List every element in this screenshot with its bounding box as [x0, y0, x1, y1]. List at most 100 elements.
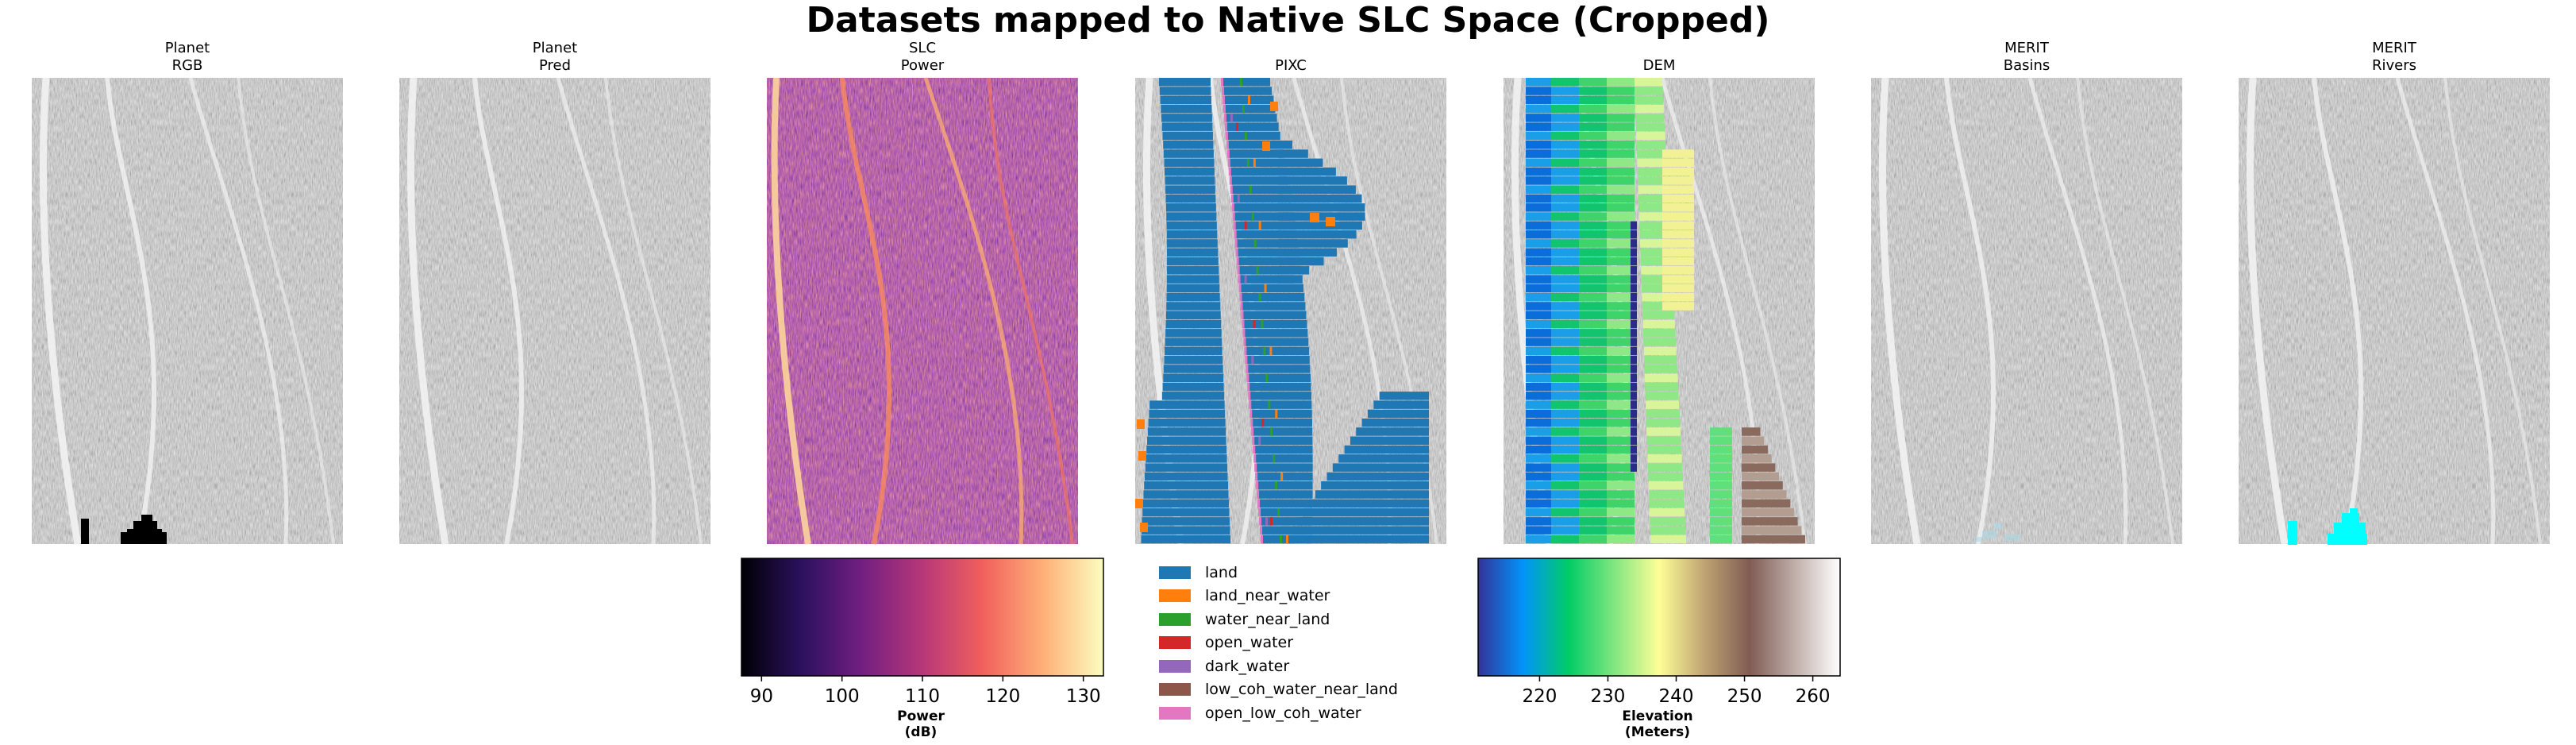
pixc-land: [1231, 185, 1290, 194]
dem-high-cell: [1742, 535, 1805, 544]
power-label-line1: Power: [897, 708, 945, 724]
dem-high-cell: [1742, 490, 1787, 499]
dem-cell: [1607, 418, 1635, 427]
dem-cell: [1526, 311, 1551, 319]
pixc-water-near-land: [1251, 212, 1254, 221]
dem-cell: [1551, 445, 1579, 454]
dem-cell: [1551, 355, 1579, 365]
pixc-open-low-coh-water: [1232, 212, 1235, 221]
pixc-land: [1367, 409, 1429, 419]
pixc-land: [1141, 535, 1230, 544]
pixc-land: [1166, 212, 1217, 221]
pixc-open-water: [1235, 122, 1238, 131]
figure-title: Datasets mapped to Native SLC Space (Cro…: [806, 0, 1770, 41]
pixc-land: [1225, 114, 1277, 122]
dem-cell: [1642, 292, 1674, 302]
sar-channel-streak: [1708, 77, 1807, 545]
pixc-land: [1278, 158, 1323, 168]
dem-low-cell: [1631, 302, 1637, 311]
sar-channel-streak: [1878, 77, 1921, 545]
dem-cell: [1650, 535, 1686, 544]
dem-cell: [1607, 131, 1635, 141]
pixc-open-low-coh-water: [1238, 284, 1242, 293]
pixc-land: [1166, 302, 1221, 311]
dem-cell: [1551, 167, 1579, 176]
dem-cell: [1579, 481, 1607, 490]
dem-cell: [1551, 311, 1579, 319]
dem-cell: [1579, 454, 1607, 463]
legend-swatch-land-near-water: [1159, 589, 1191, 603]
pixc-land: [1235, 230, 1297, 239]
pixc-land: [1332, 463, 1429, 472]
dem-cell: [1635, 104, 1664, 114]
dem-cell: [1579, 167, 1607, 176]
power-colorbar-label: Power (dB): [841, 708, 1000, 740]
dem-high-cell: [1742, 454, 1772, 463]
pixc-open-low-coh-water: [1251, 427, 1254, 436]
pixc-open-low-coh-water: [1257, 499, 1261, 508]
dem-cell: [1579, 319, 1607, 329]
pixc-open-low-coh-water: [1222, 95, 1225, 105]
dem-cell: [1551, 526, 1579, 535]
dem-high-cell: [1742, 463, 1776, 472]
dem-cell: [1579, 463, 1607, 472]
dem-cell: [1579, 292, 1607, 302]
pixc-legend: land land_near_water water_near_land ope…: [1159, 561, 1398, 725]
pixc-land: [1165, 338, 1223, 346]
dem-low-cell: [1631, 392, 1637, 400]
pixc-land: [1240, 284, 1304, 293]
pixc-dark-water: [1230, 114, 1233, 122]
pixc-open-water: [1244, 221, 1247, 230]
pixc-land: [1321, 481, 1429, 490]
pixc-land: [1278, 266, 1310, 275]
dem-cell: [1526, 87, 1551, 95]
pixc-land: [1243, 319, 1307, 329]
legend-swatch-water-near-land: [1159, 612, 1191, 626]
dem-cell: [1551, 78, 1579, 87]
dem-cell: [1607, 87, 1635, 95]
dem-low-cell: [1631, 329, 1637, 338]
dem-low-cell: [1631, 427, 1637, 436]
panel-title-planet-rgb: Planet RGB: [32, 40, 343, 75]
dem-cell: [1607, 427, 1635, 436]
dem-cell: [1526, 203, 1551, 212]
pixc-land: [1278, 203, 1365, 212]
dem-cell: [1579, 149, 1607, 158]
dem-cell: [1641, 266, 1673, 275]
dem-cell: [1607, 472, 1635, 481]
dem-cell: [1579, 418, 1607, 427]
panel-planet-rgb: [32, 77, 343, 545]
sar-channel-streak: [39, 77, 82, 545]
pixc-water-near-land: [1268, 400, 1271, 409]
dem-cell: [1607, 436, 1635, 446]
pixc-open-low-coh-water: [1239, 292, 1242, 302]
pixc-water-near-land: [1240, 78, 1242, 87]
dem-cell: [1607, 141, 1635, 149]
dem-cell: [1579, 490, 1607, 499]
dem-cell: [1579, 329, 1607, 338]
pixc-land: [1278, 212, 1365, 221]
planet-rgb-mask-block: [121, 532, 167, 544]
dem-cell: [1526, 365, 1551, 373]
legend-swatch-low-coh-water-near-land: [1159, 683, 1191, 697]
dem-cell: [1526, 239, 1551, 248]
dem-cell: [1662, 257, 1694, 266]
pixc-land: [1167, 257, 1219, 266]
pixc-land: [1165, 203, 1216, 212]
dem-cell: [1551, 239, 1579, 248]
pixc-land-near-water: [1137, 419, 1145, 429]
dem-cell: [1640, 257, 1672, 266]
dem-cell: [1526, 149, 1551, 158]
pixc-land: [1228, 149, 1284, 158]
dem-cell: [1551, 266, 1579, 275]
pixc-land: [1165, 319, 1222, 329]
dem-cell: [1607, 114, 1635, 122]
pixc-land: [1166, 248, 1219, 257]
pixc-land-near-water: [1270, 102, 1278, 111]
dem-cell: [1579, 392, 1607, 400]
pixc-open-low-coh-water: [1227, 158, 1230, 168]
dem-cell: [1710, 454, 1732, 463]
panel-title-pixc: PIXC: [1135, 57, 1446, 75]
